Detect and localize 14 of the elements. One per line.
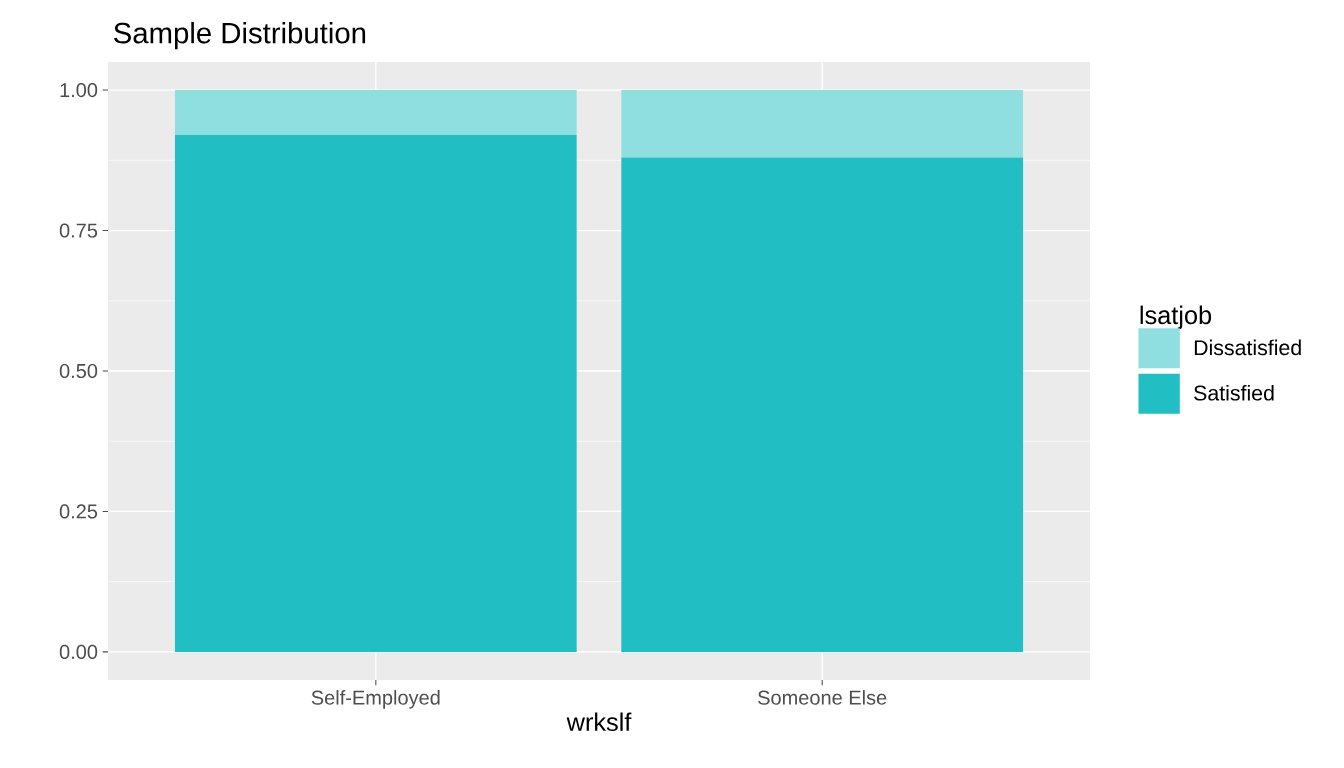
y-tick-label: 1.00 — [60, 83, 98, 98]
y-tick-label: 0.00 — [59, 644, 98, 659]
bar — [174, 90, 577, 136]
y-tick-label: 0.50 — [59, 363, 98, 379]
legend-label: Dissatisfied — [1194, 339, 1301, 356]
legend-title: lsatjob — [1140, 305, 1212, 330]
chart-title: Sample Distribution — [114, 21, 366, 50]
x-tick-label: Someone Else — [758, 690, 887, 705]
x-tick-label: Self-Employed — [311, 690, 440, 709]
x-axis-title: wrkslf — [566, 712, 632, 732]
legend-label: Satisfied — [1194, 384, 1274, 401]
y-tick-label: 0.75 — [59, 223, 98, 238]
bar — [621, 90, 1024, 158]
y-tick-label: 0.25 — [59, 504, 98, 519]
